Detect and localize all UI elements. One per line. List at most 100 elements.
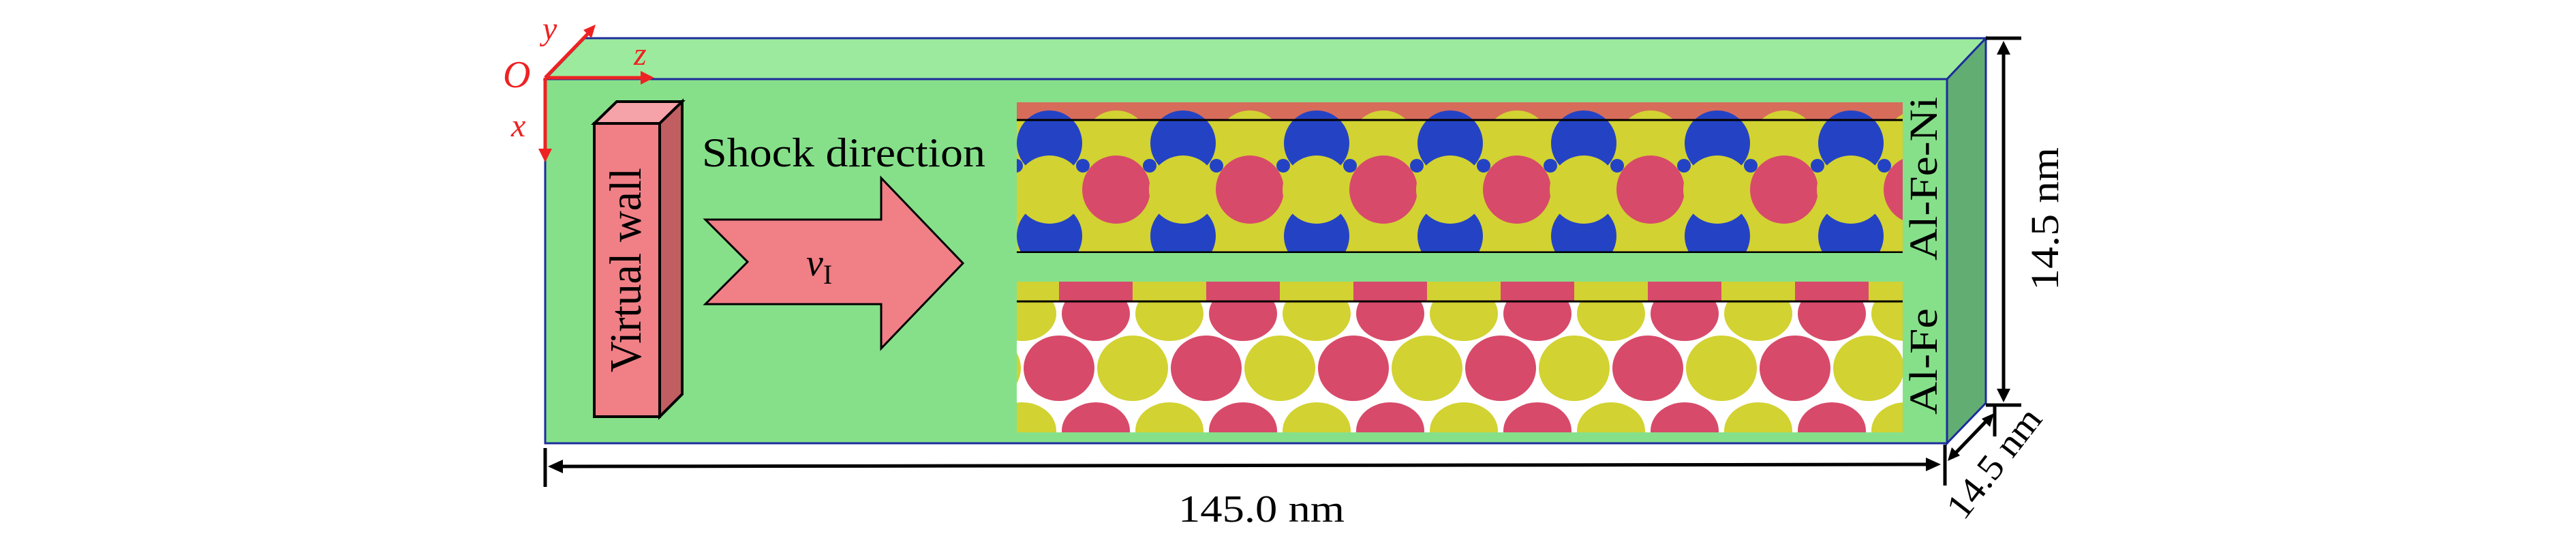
atom-cluster bbox=[1980, 336, 2051, 401]
atom-cluster bbox=[1798, 286, 1866, 341]
atom-cluster bbox=[1618, 110, 1683, 176]
atom-cluster bbox=[1477, 159, 1490, 173]
atom-cluster bbox=[1024, 336, 1094, 401]
atom-cluster bbox=[1143, 159, 1156, 173]
atom-cluster bbox=[1244, 336, 1315, 401]
al-fe-ni-label: Al-Fe-Ni bbox=[1901, 97, 1946, 260]
atom-cluster bbox=[1318, 336, 1389, 401]
atom-cluster bbox=[1483, 155, 1551, 224]
atom-cluster bbox=[1356, 402, 1424, 432]
atom-cluster bbox=[1484, 110, 1550, 176]
atom-cluster bbox=[1283, 402, 1351, 432]
atom-cluster bbox=[1082, 155, 1150, 224]
length-arrow bbox=[557, 462, 1933, 468]
shock-direction-arrow bbox=[703, 175, 965, 351]
atom-cluster bbox=[1683, 155, 1751, 224]
height-dimension: 14.5 nm bbox=[1986, 36, 2067, 407]
atom-cluster bbox=[1651, 402, 1719, 432]
atom-cluster bbox=[1150, 110, 1216, 176]
box-top-face bbox=[542, 37, 1989, 80]
atom-cluster bbox=[1349, 155, 1417, 224]
atom-cluster bbox=[1885, 207, 1903, 253]
x-axis-arrowhead bbox=[538, 149, 552, 162]
atom-cluster bbox=[1062, 286, 1130, 341]
coordinate-axes: O z x y bbox=[503, 11, 654, 162]
al-fe-ni-atom-panel bbox=[1017, 102, 1903, 253]
length-arrowhead-right bbox=[1926, 458, 1941, 471]
atom-cluster bbox=[1744, 159, 1758, 173]
depth-arrowhead-right bbox=[1982, 413, 1994, 427]
atom-cluster bbox=[1544, 159, 1557, 173]
atom-cluster bbox=[1209, 402, 1277, 432]
atom-cluster bbox=[1651, 286, 1719, 341]
atom-cluster bbox=[1017, 402, 1056, 432]
virtual-wall-label: Virtual wall bbox=[601, 168, 651, 372]
atom-cluster bbox=[1062, 402, 1130, 432]
atom-cluster bbox=[1416, 155, 1484, 224]
atom-cluster bbox=[1392, 336, 1462, 401]
depth-arrowhead-left bbox=[1948, 447, 1960, 461]
atom-cluster bbox=[1612, 336, 1683, 401]
atom-cluster bbox=[1276, 159, 1290, 173]
atom-cluster bbox=[1356, 286, 1424, 341]
atom-cluster bbox=[1217, 110, 1283, 176]
atom-cluster bbox=[1465, 336, 1536, 401]
atom-cluster bbox=[1430, 402, 1498, 432]
y-axis-arrow bbox=[544, 30, 592, 79]
atom-cluster bbox=[1343, 159, 1357, 173]
length-arrowhead-left bbox=[548, 460, 563, 473]
atom-cluster bbox=[1686, 336, 1757, 401]
atom-cluster bbox=[1577, 286, 1645, 341]
x-axis-label: x bbox=[510, 108, 525, 144]
atom-cluster bbox=[1685, 110, 1750, 176]
atom-cluster bbox=[1097, 336, 1168, 401]
box-side-face bbox=[1946, 35, 1987, 446]
atom-cluster bbox=[1751, 110, 1817, 176]
atom-cluster bbox=[1017, 159, 1023, 173]
atom-cluster bbox=[1503, 286, 1571, 341]
atom-cluster bbox=[1610, 159, 1624, 173]
atom-cluster bbox=[1550, 155, 1618, 224]
length-dimension: 145.0 nm bbox=[543, 445, 1947, 531]
depth-arrow bbox=[1952, 417, 1990, 457]
z-axis-label: z bbox=[633, 36, 647, 72]
atom-cluster bbox=[1750, 155, 1818, 224]
atom-cluster bbox=[1677, 159, 1691, 173]
atom-cluster bbox=[1884, 159, 1903, 220]
z-axis-arrowhead bbox=[641, 71, 654, 85]
velocity-label: vI bbox=[806, 242, 832, 290]
virtual-wall-front bbox=[593, 122, 661, 418]
origin-label: O bbox=[503, 54, 530, 96]
atom-cluster bbox=[1811, 159, 1824, 173]
virtual-wall-side bbox=[658, 98, 684, 420]
atom-cluster bbox=[1539, 336, 1610, 401]
atom-cluster bbox=[1283, 155, 1351, 224]
atom-cluster bbox=[1017, 286, 1056, 341]
atom-cluster bbox=[1833, 336, 1903, 401]
atom-cluster bbox=[1410, 159, 1424, 173]
y-axis-arrowhead bbox=[583, 25, 596, 38]
atom-cluster bbox=[1210, 159, 1223, 173]
height-label: 14.5 nm bbox=[2023, 147, 2067, 291]
atom-cluster bbox=[1616, 155, 1685, 224]
atom-cluster bbox=[1871, 402, 1903, 432]
height-arrowhead-top bbox=[1997, 41, 2010, 55]
atom-cluster bbox=[1149, 155, 1217, 224]
atom-cluster bbox=[1351, 110, 1416, 176]
shock-direction-label: Shock direction bbox=[702, 130, 985, 175]
height-arrowhead-bottom bbox=[1997, 389, 2010, 402]
al-fe-label: Al-Fe bbox=[1901, 308, 1946, 415]
atom-cluster bbox=[1135, 402, 1203, 432]
atom-cluster bbox=[1724, 286, 1792, 341]
atom-cluster bbox=[1017, 353, 1021, 384]
atom-cluster bbox=[1216, 155, 1284, 224]
atom-cluster bbox=[1417, 110, 1483, 176]
atom-cluster bbox=[1430, 286, 1498, 341]
atom-cluster bbox=[1577, 402, 1645, 432]
atom-cluster bbox=[1084, 110, 1149, 176]
atom-cluster bbox=[1760, 336, 1830, 401]
atom-cluster bbox=[1724, 402, 1792, 432]
atom-cluster bbox=[1551, 110, 1616, 176]
atom-cluster bbox=[1283, 286, 1351, 341]
